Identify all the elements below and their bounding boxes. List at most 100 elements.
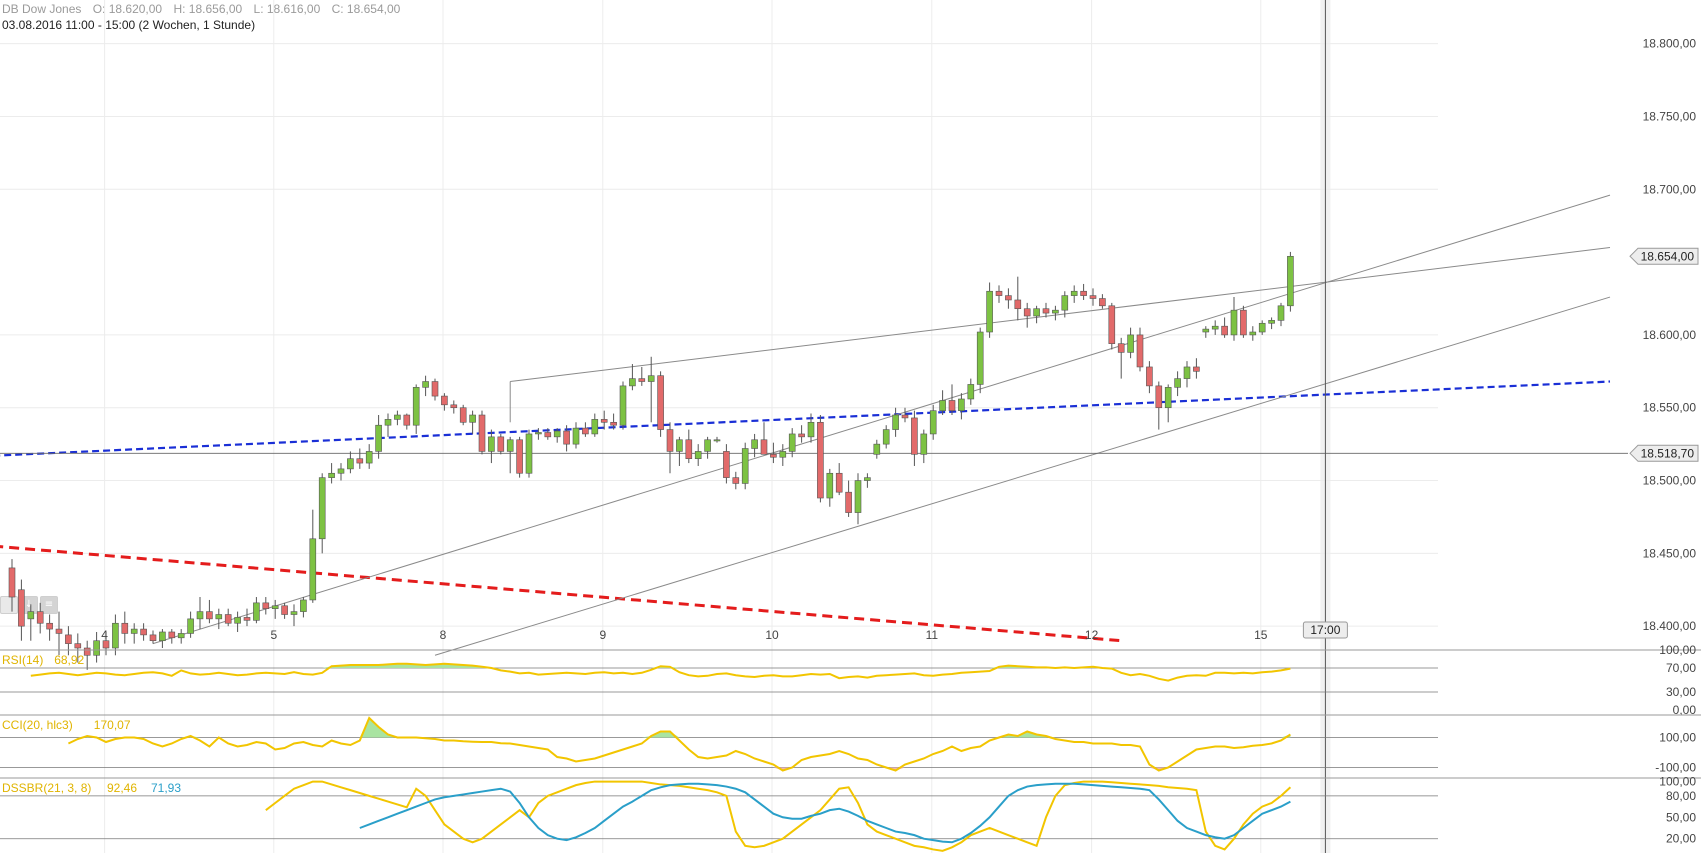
candle bbox=[948, 400, 956, 411]
candle bbox=[1136, 334, 1144, 368]
signal-line bbox=[359, 782, 1291, 844]
candle bbox=[563, 430, 570, 445]
price-tick-label: 18.500,00 bbox=[1643, 474, 1697, 488]
candle bbox=[1287, 255, 1294, 307]
candle bbox=[18, 589, 25, 627]
candle bbox=[676, 439, 683, 452]
candle bbox=[365, 451, 373, 464]
candle bbox=[168, 631, 176, 639]
candle bbox=[1080, 290, 1087, 296]
candle bbox=[1164, 387, 1172, 409]
time-tick-label: 12 bbox=[1085, 628, 1099, 642]
candle bbox=[939, 400, 946, 411]
indicator-line bbox=[67, 716, 1291, 772]
candle bbox=[121, 622, 129, 634]
candle bbox=[1193, 366, 1200, 372]
candle bbox=[600, 419, 608, 423]
price-axis bbox=[1438, 0, 1701, 853]
candle bbox=[817, 421, 824, 499]
indicator-tick-label: 30,00 bbox=[1666, 685, 1696, 699]
price-tick-label: 18.600,00 bbox=[1643, 328, 1697, 342]
time-cursor-badge bbox=[1302, 621, 1348, 639]
candle bbox=[1268, 320, 1275, 324]
candle bbox=[1155, 385, 1163, 409]
period-label: 03.08.2016 11:00 - 15:00 (2 Wochen, 1 St… bbox=[2, 18, 256, 32]
indicator-tick-label: 100,00 bbox=[1659, 643, 1696, 657]
candle bbox=[224, 614, 232, 624]
indicator-line bbox=[265, 780, 1292, 852]
candle bbox=[8, 567, 16, 598]
candle bbox=[911, 417, 918, 455]
candle bbox=[751, 439, 758, 449]
price-tick-label: 18.550,00 bbox=[1643, 401, 1697, 415]
candle bbox=[610, 421, 617, 426]
indicator-title: DSSBR(21, 3, 8) bbox=[2, 781, 91, 795]
candle bbox=[873, 443, 881, 455]
indicator-tick-label: 80,00 bbox=[1666, 789, 1696, 803]
oversold-fill bbox=[68, 767, 1291, 771]
close-value: C: 18.654,00 bbox=[331, 2, 401, 16]
candle bbox=[55, 628, 63, 634]
candle bbox=[478, 414, 486, 452]
price-tick-label: 18.800,00 bbox=[1643, 37, 1697, 51]
candle bbox=[723, 451, 730, 478]
candle bbox=[375, 424, 382, 452]
price-tag-label: 18.518,70 bbox=[1641, 446, 1695, 460]
candle bbox=[356, 458, 364, 464]
candle bbox=[1249, 331, 1257, 336]
indicator-tick-label: -100,00 bbox=[1655, 761, 1696, 775]
candle bbox=[835, 472, 843, 493]
indicator-value: 68,92 bbox=[54, 653, 84, 667]
candle bbox=[1033, 308, 1040, 317]
candle bbox=[788, 433, 796, 452]
candle bbox=[187, 618, 194, 634]
candle bbox=[920, 433, 928, 455]
candle bbox=[384, 419, 392, 426]
candle bbox=[1070, 290, 1078, 296]
candle bbox=[1230, 309, 1238, 336]
candle bbox=[779, 451, 787, 458]
candle bbox=[403, 414, 411, 426]
candle bbox=[647, 375, 655, 382]
time-tick-label: 9 bbox=[599, 628, 606, 642]
candle bbox=[807, 421, 815, 438]
candle bbox=[262, 602, 270, 609]
price-tick-label: 18.450,00 bbox=[1643, 546, 1697, 560]
candle bbox=[629, 378, 636, 387]
candle bbox=[300, 599, 307, 612]
candle bbox=[149, 634, 157, 642]
candle bbox=[1023, 308, 1031, 317]
candle bbox=[1277, 305, 1285, 321]
indicator-tick-label: 70,00 bbox=[1666, 661, 1696, 675]
candle bbox=[882, 429, 890, 445]
candle bbox=[347, 458, 354, 470]
low-value: L: 18.616,00 bbox=[253, 2, 321, 16]
candle bbox=[215, 614, 223, 620]
candle bbox=[525, 433, 533, 474]
indicator-title: RSI(14) bbox=[2, 653, 43, 667]
candle bbox=[864, 477, 871, 481]
candle bbox=[1146, 366, 1153, 387]
candle bbox=[713, 439, 721, 442]
candle bbox=[929, 410, 937, 435]
price-tag-label: 18.654,00 bbox=[1641, 249, 1695, 263]
open-value: O: 18.620,00 bbox=[92, 2, 163, 16]
candle bbox=[1042, 308, 1050, 314]
candle bbox=[694, 451, 702, 459]
candle bbox=[159, 631, 166, 642]
candle bbox=[553, 430, 561, 438]
time-tick-label: 4 bbox=[101, 628, 108, 642]
candle bbox=[582, 427, 589, 435]
candle bbox=[497, 436, 505, 452]
candle bbox=[892, 414, 899, 430]
candle bbox=[177, 633, 185, 639]
price-tick-label: 18.750,00 bbox=[1643, 109, 1697, 123]
candle bbox=[704, 439, 711, 452]
candle bbox=[1211, 325, 1219, 330]
candle bbox=[1258, 322, 1266, 333]
candle bbox=[130, 628, 138, 634]
candle bbox=[1202, 328, 1210, 333]
candle bbox=[741, 448, 749, 484]
price-tag bbox=[1629, 444, 1699, 462]
